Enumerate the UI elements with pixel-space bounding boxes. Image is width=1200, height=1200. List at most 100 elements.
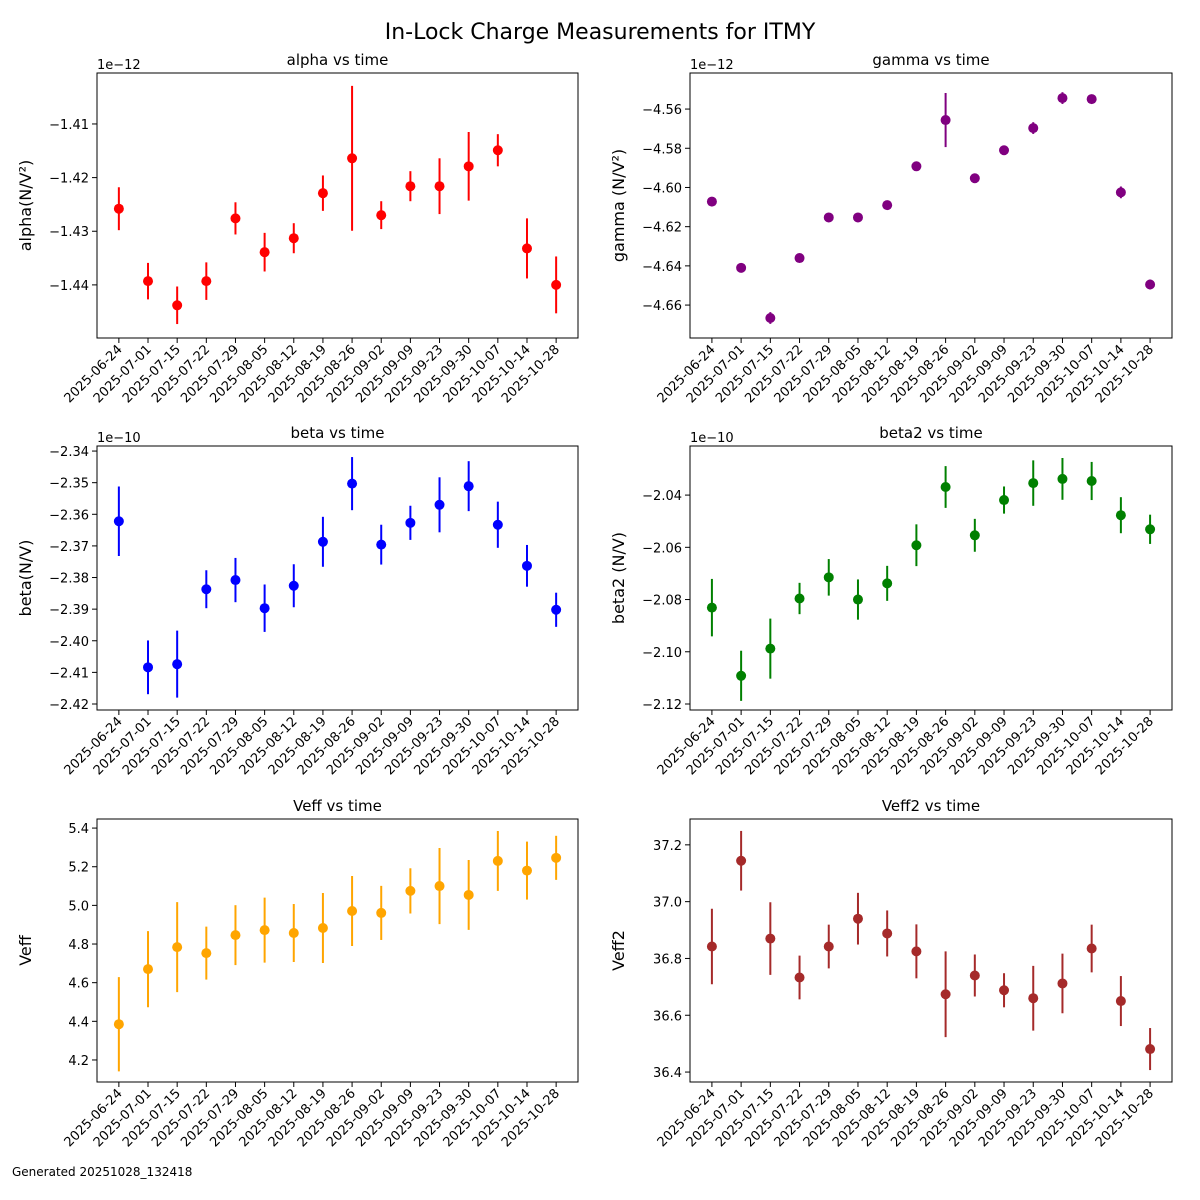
data-point bbox=[463, 161, 474, 172]
y-tick-label: −4.66 bbox=[642, 299, 682, 314]
subplot-title: beta2 vs time bbox=[879, 424, 982, 442]
axes-frame bbox=[96, 818, 579, 1083]
data-point bbox=[940, 115, 951, 126]
data-point bbox=[172, 942, 183, 953]
subplot-gamma: −4.56−4.58−4.60−4.62−4.64−4.662025-06-24… bbox=[609, 51, 1173, 406]
data-point bbox=[969, 173, 980, 184]
y-tick-label: −2.42 bbox=[49, 698, 89, 713]
y-tick-label: −4.56 bbox=[642, 103, 682, 118]
data-point bbox=[551, 852, 562, 863]
data-point bbox=[201, 584, 212, 595]
data-point bbox=[823, 212, 834, 223]
data-point bbox=[1057, 473, 1068, 484]
data-point bbox=[736, 855, 747, 866]
figure-title: In-Lock Charge Measurements for ITMY bbox=[384, 20, 816, 45]
y-tick-label: 37.2 bbox=[653, 839, 682, 854]
data-point bbox=[434, 181, 445, 192]
y-tick-label: −2.35 bbox=[49, 477, 89, 492]
data-point bbox=[736, 670, 747, 681]
y-tick-label: −4.58 bbox=[642, 142, 682, 157]
data-point bbox=[143, 964, 154, 975]
data-point bbox=[230, 575, 241, 586]
data-point bbox=[317, 188, 328, 199]
y-tick-label: 37.0 bbox=[653, 896, 682, 911]
data-point bbox=[736, 262, 747, 273]
data-point bbox=[201, 948, 212, 959]
y-tick-label: −2.12 bbox=[642, 698, 682, 713]
data-point bbox=[1028, 123, 1039, 134]
data-point bbox=[317, 922, 328, 933]
y-axis-label: beta(N/V) bbox=[16, 540, 35, 617]
data-point bbox=[940, 989, 951, 1000]
data-point bbox=[852, 212, 863, 223]
data-point bbox=[463, 889, 474, 900]
subplot-beta2: −2.04−2.06−2.08−2.10−2.122025-06-242025-… bbox=[609, 424, 1173, 778]
data-point bbox=[765, 643, 776, 654]
data-point bbox=[288, 580, 299, 591]
data-point bbox=[999, 145, 1010, 156]
data-point bbox=[172, 659, 183, 670]
data-point bbox=[113, 1019, 124, 1030]
data-point bbox=[405, 885, 416, 896]
y-tick-label: 5.4 bbox=[68, 822, 89, 837]
y-tick-label: −2.39 bbox=[49, 603, 89, 618]
data-point bbox=[1115, 510, 1126, 521]
data-point bbox=[911, 161, 922, 172]
data-point bbox=[1086, 94, 1097, 105]
y-tick-label: −2.10 bbox=[642, 646, 682, 661]
data-point bbox=[1115, 996, 1126, 1007]
axes-frame bbox=[96, 445, 579, 711]
data-point bbox=[1057, 978, 1068, 989]
data-point bbox=[940, 481, 951, 492]
data-point bbox=[852, 594, 863, 605]
y-tick-label: −2.41 bbox=[49, 666, 89, 681]
data-point bbox=[706, 196, 717, 207]
y-tick-label: 36.8 bbox=[653, 952, 682, 967]
y-tick-label: 5.2 bbox=[68, 861, 89, 876]
axes-frame bbox=[689, 445, 1173, 711]
subplot-title: alpha vs time bbox=[287, 51, 389, 69]
y-tick-label: 4.6 bbox=[68, 977, 89, 992]
subplot-beta: −2.34 −2.35 −2.36 −2.37 −2.38 −2.39 −2.40 −2.41… bbox=[16, 424, 579, 778]
data-point bbox=[143, 276, 154, 287]
data-point bbox=[852, 913, 863, 924]
y-tick-label: −2.37 bbox=[49, 540, 89, 555]
axes-frame bbox=[689, 818, 1173, 1083]
data-point bbox=[347, 153, 358, 164]
y-tick-label: 36.6 bbox=[653, 1009, 682, 1024]
y-axis-label: alpha(N/V²) bbox=[16, 160, 35, 252]
subplot-Veff: 5.45.25.04.84.64.44.22025-06-242025-07-0… bbox=[16, 797, 579, 1150]
y-axis-label: Veff bbox=[16, 934, 35, 966]
data-point bbox=[1028, 478, 1039, 489]
subplot-title: Veff vs time bbox=[293, 797, 382, 815]
data-point bbox=[911, 946, 922, 957]
y-axis-label: gamma (N/V²) bbox=[609, 149, 628, 262]
y-tick-label: −2.06 bbox=[642, 541, 682, 556]
data-point bbox=[969, 530, 980, 541]
data-point bbox=[434, 499, 445, 510]
y-tick-label: 5.0 bbox=[68, 899, 89, 914]
subplot-title: beta vs time bbox=[291, 424, 385, 442]
subplot-title: Veff2 vs time bbox=[882, 797, 980, 815]
data-point bbox=[882, 200, 893, 211]
data-point bbox=[492, 855, 503, 866]
data-point bbox=[765, 933, 776, 944]
data-point bbox=[794, 972, 805, 983]
data-point bbox=[405, 517, 416, 528]
axes-frame bbox=[96, 72, 579, 339]
data-point bbox=[317, 536, 328, 547]
data-point bbox=[999, 495, 1010, 506]
data-point bbox=[376, 539, 387, 550]
data-point bbox=[794, 253, 805, 264]
subplot-title: gamma vs time bbox=[872, 51, 989, 69]
data-point bbox=[882, 928, 893, 939]
data-point bbox=[521, 865, 532, 876]
data-point bbox=[521, 560, 532, 571]
y-tick-label: 36.4 bbox=[653, 1066, 682, 1081]
data-point bbox=[230, 213, 241, 224]
data-point bbox=[1145, 1044, 1156, 1055]
data-point bbox=[288, 928, 299, 939]
data-point bbox=[1086, 943, 1097, 954]
data-point bbox=[376, 907, 387, 918]
y-tick-label: −1.41 bbox=[49, 118, 89, 133]
